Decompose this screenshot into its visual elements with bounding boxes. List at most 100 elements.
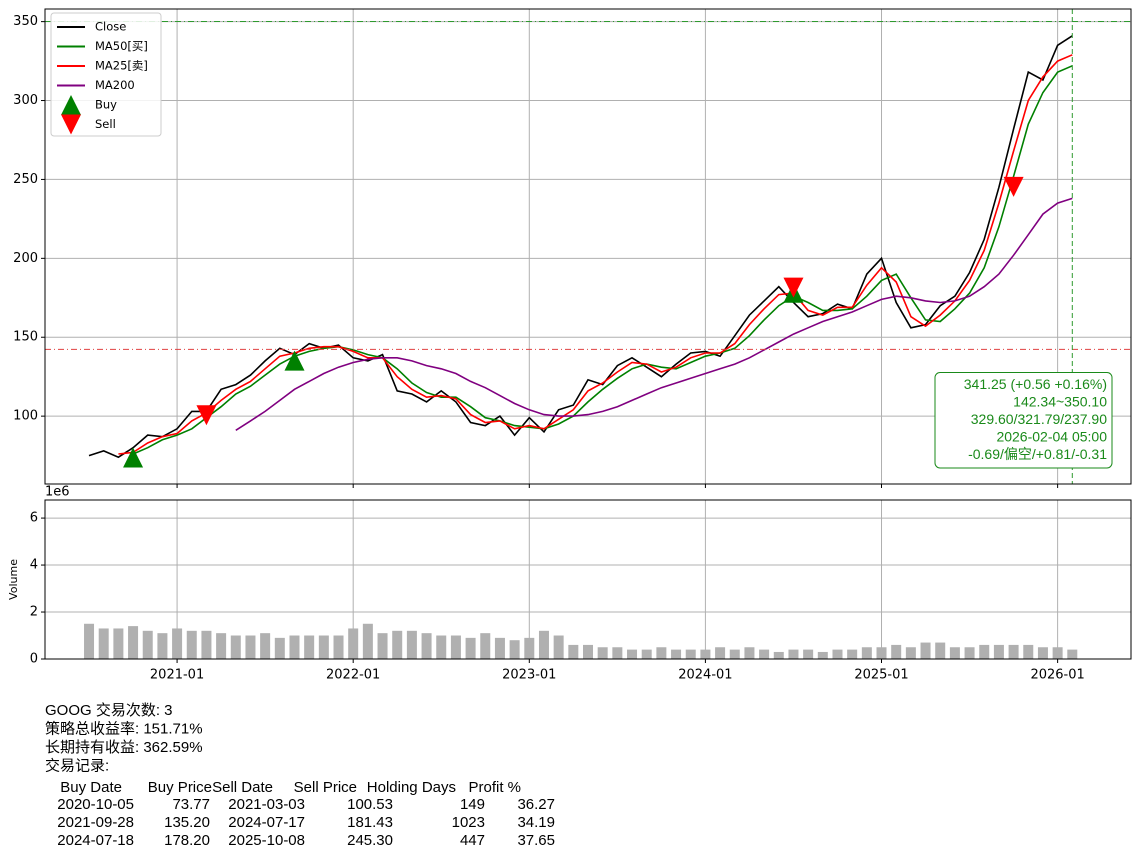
volume-bar bbox=[186, 630, 197, 659]
volume-bar bbox=[260, 633, 271, 659]
volume-bar bbox=[465, 637, 476, 659]
table-header: Holding Days bbox=[367, 779, 456, 796]
y-tick-label: 150 bbox=[13, 330, 38, 345]
legend-box bbox=[50, 12, 162, 137]
table-header: Sell Price bbox=[294, 779, 357, 796]
trade-marker bbox=[783, 277, 804, 298]
volume-bar bbox=[289, 635, 300, 659]
volume-bar bbox=[216, 633, 227, 659]
volume-bar bbox=[773, 651, 784, 659]
table-cell: 2020-10-05 bbox=[57, 796, 134, 813]
table-cell: 37.65 bbox=[517, 832, 555, 849]
volume-bar bbox=[524, 637, 535, 659]
volume-bar bbox=[245, 635, 256, 659]
x-tick-label: 2025-01 bbox=[854, 668, 908, 683]
volume-bar bbox=[392, 630, 403, 659]
volume-bar bbox=[949, 647, 960, 659]
annotation-box bbox=[934, 372, 1113, 469]
volume-bar bbox=[230, 635, 241, 659]
volume-bar bbox=[656, 647, 667, 659]
volume-bar bbox=[744, 647, 755, 659]
offset-label: 1e6 bbox=[45, 485, 70, 500]
volume-bar bbox=[876, 647, 887, 659]
trade-marker bbox=[284, 350, 305, 371]
volume-bar bbox=[157, 633, 168, 659]
annotation-line: 142.34~350.10 bbox=[1013, 393, 1107, 409]
table-cell: 135.20 bbox=[164, 814, 210, 831]
volume-bar bbox=[1067, 649, 1078, 659]
volume-bar bbox=[803, 649, 814, 659]
volume-bar bbox=[450, 635, 461, 659]
volume-bar bbox=[494, 637, 505, 659]
volume-bar bbox=[597, 647, 608, 659]
plot-frame bbox=[44, 8, 1132, 485]
volume-bar bbox=[641, 649, 652, 659]
legend-label: Sell bbox=[95, 117, 116, 131]
table-cell: 447 bbox=[460, 832, 485, 849]
report-line: GOOG 交易次数: 3 bbox=[45, 701, 173, 719]
x-tick-label: 2021-01 bbox=[150, 668, 204, 683]
table-cell: 2024-07-18 bbox=[57, 832, 134, 849]
legend-label: MA50[买] bbox=[95, 39, 148, 53]
table-cell: 2025-10-08 bbox=[228, 832, 305, 849]
volume-bar bbox=[920, 642, 931, 659]
volume-bar bbox=[348, 628, 359, 659]
y-tick-label: 250 bbox=[13, 172, 38, 187]
table-cell: 149 bbox=[460, 796, 485, 813]
volume-bar bbox=[1008, 644, 1019, 659]
volume-bar bbox=[406, 630, 417, 659]
table-header: Sell Date bbox=[212, 779, 273, 796]
y-tick-label: 200 bbox=[13, 251, 38, 266]
volume-bar bbox=[671, 649, 682, 659]
annotation-line: 341.25 (+0.56 +0.16%) bbox=[964, 376, 1107, 392]
legend-label: MA25[卖] bbox=[95, 59, 148, 73]
volume-bar bbox=[362, 623, 373, 659]
report-line: 交易记录: bbox=[45, 756, 109, 774]
volume-bar bbox=[172, 628, 183, 659]
volume-bar bbox=[729, 649, 740, 659]
volume-bar bbox=[553, 635, 564, 659]
x-tick-label: 2024-01 bbox=[678, 668, 732, 683]
table-cell: 2021-03-03 bbox=[228, 796, 305, 813]
table-cell: 100.53 bbox=[347, 796, 393, 813]
volume-bar bbox=[1052, 647, 1063, 659]
volume-bar bbox=[568, 644, 579, 659]
volume-bar bbox=[113, 628, 124, 659]
legend-label: MA200 bbox=[95, 78, 135, 92]
volume-bar bbox=[274, 637, 285, 659]
volume-bar bbox=[817, 651, 828, 659]
volume-bar bbox=[964, 647, 975, 659]
volume-bar bbox=[377, 633, 388, 659]
annotation-line: 2026-02-04 05:00 bbox=[996, 428, 1107, 444]
volume-bar bbox=[979, 644, 990, 659]
volume-bar bbox=[128, 626, 139, 659]
volume-bar bbox=[318, 635, 329, 659]
table-cell: 181.43 bbox=[347, 814, 393, 831]
trade-marker bbox=[196, 405, 217, 426]
y-axis-label: Volume bbox=[7, 559, 20, 600]
volume-bar bbox=[421, 633, 432, 659]
volume-bar bbox=[84, 623, 95, 659]
volume-bar bbox=[201, 630, 212, 659]
volume-bar bbox=[142, 630, 153, 659]
y-tick-label: 4 bbox=[30, 558, 38, 573]
y-tick-label: 300 bbox=[13, 93, 38, 108]
volume-bar bbox=[891, 644, 902, 659]
volume-bar bbox=[935, 642, 946, 659]
y-tick-label: 350 bbox=[13, 14, 38, 29]
y-tick-label: 6 bbox=[30, 511, 38, 526]
volume-bar bbox=[685, 649, 696, 659]
series-line bbox=[88, 35, 1073, 459]
y-tick-label: 2 bbox=[30, 605, 38, 620]
annotation-line: -0.69/偏空/+0.81/-0.31 bbox=[968, 446, 1107, 462]
volume-bar bbox=[538, 630, 549, 659]
report-line: 长期持有收益: 362.59% bbox=[45, 739, 203, 756]
trade-marker bbox=[1003, 176, 1024, 197]
x-tick-label: 2022-01 bbox=[326, 668, 380, 683]
table-cell: 245.30 bbox=[347, 832, 393, 849]
plot-frame bbox=[44, 499, 1132, 660]
legend-label: Close bbox=[95, 20, 126, 34]
table-cell: 2021-09-28 bbox=[57, 814, 134, 831]
